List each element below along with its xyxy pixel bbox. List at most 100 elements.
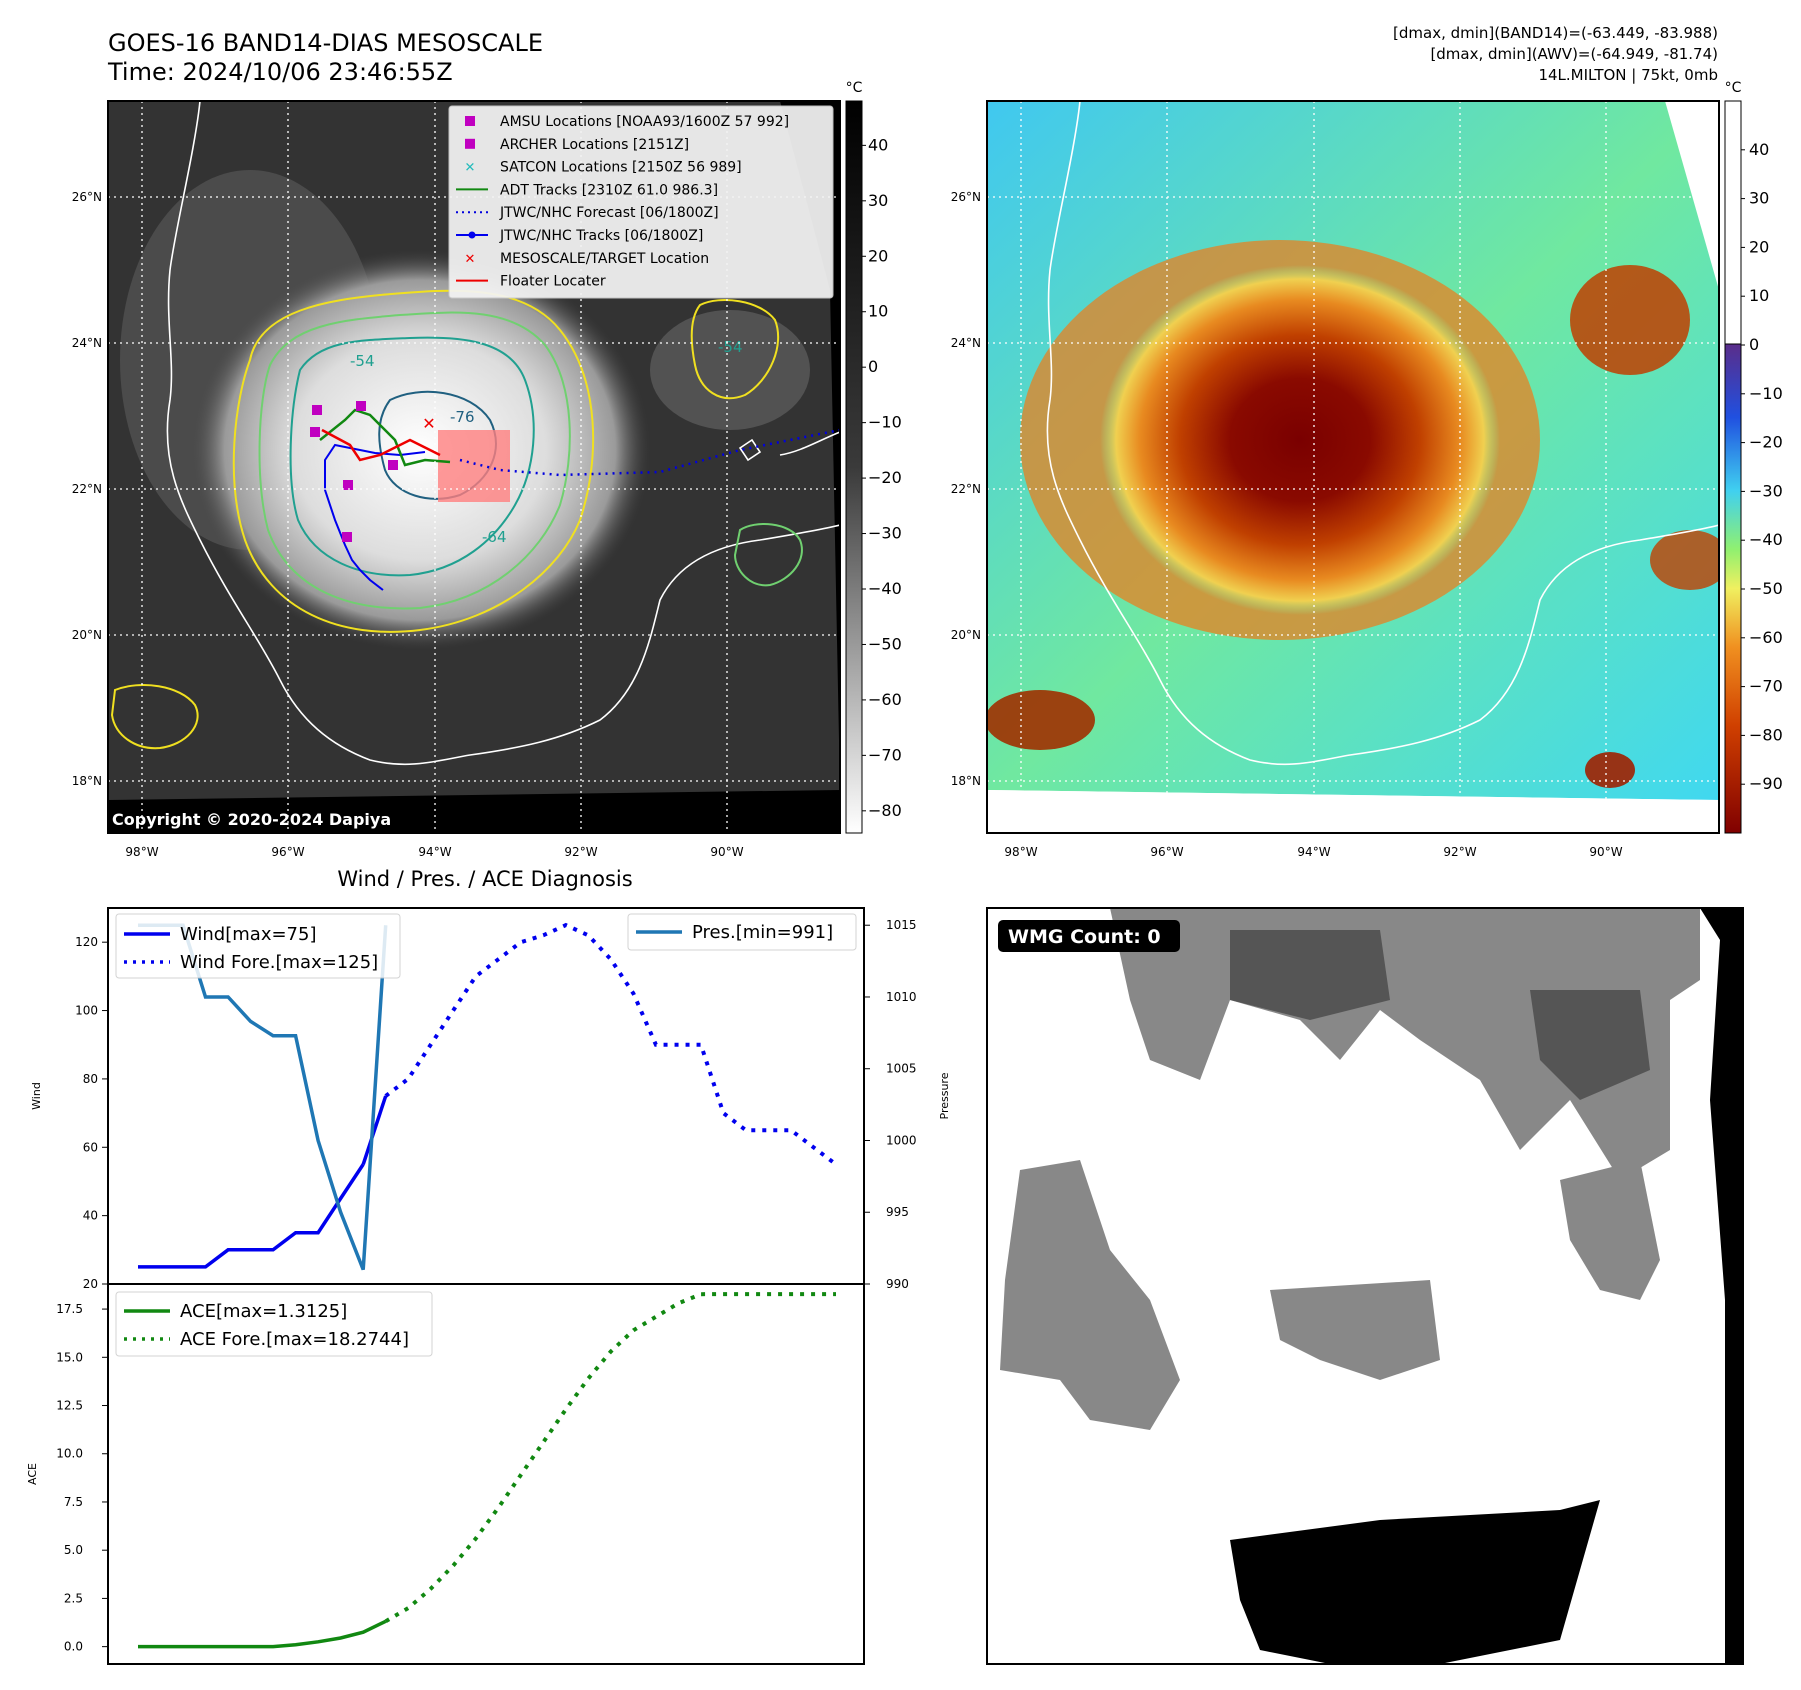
awv-lat-tick-24: 24°N: [951, 336, 981, 350]
awv-lon-tick-94: 94°W: [1297, 845, 1330, 859]
legend-label: JTWC/NHC Forecast [06/1800Z]: [499, 205, 719, 221]
ir-cb-tick-label: 40: [868, 135, 888, 154]
ace-legend-label-2: ACE Fore.[max=18.2744]: [180, 1329, 409, 1350]
legend-entry: ARCHER Locations [2151Z]: [465, 137, 689, 153]
wind-tick-label: 120: [75, 935, 98, 949]
ir-colorbar-unit: °C: [846, 80, 863, 96]
ir-observed-track: [324, 443, 426, 591]
target-marker: ✕: [422, 414, 435, 433]
wind-legend: Wind[max=75] Wind Fore.[max=125]: [115, 913, 401, 979]
amsu-marker-4: [342, 532, 352, 542]
ace-axis-label: ACE: [26, 1463, 39, 1485]
pressure-tick-label: 1010: [886, 990, 917, 1004]
wind-legend-label-2: Wind Fore.[max=125]: [180, 952, 378, 973]
ir-cb-tick-label: −20: [868, 468, 902, 487]
ir-colorbar: [845, 100, 863, 834]
ir-cb-tick-label: 30: [868, 191, 888, 210]
figure-time: Time: 2024/10/06 23:46:55Z: [107, 58, 453, 86]
ir-legend: AMSU Locations [NOAA93/1600Z 57 992] ARCH…: [448, 105, 834, 299]
awv-cb-tick-label: −20: [1749, 433, 1783, 452]
awv-cb-tick-label: −80: [1749, 725, 1783, 744]
pressure-tick-label: 995: [886, 1205, 909, 1219]
wmg-gray-east: [1560, 1160, 1660, 1300]
ace-legend-frame: [115, 1291, 433, 1357]
ace-tick-label: 15.0: [56, 1350, 83, 1364]
wind-axis-label: Wind: [30, 1082, 43, 1110]
awv-cb-tick-label: −60: [1749, 628, 1783, 647]
awv-lat-tick-22: 22°N: [951, 482, 981, 496]
awv-colorbar-lower: [1724, 343, 1742, 834]
awv-cb-tick-label: −70: [1749, 677, 1783, 696]
ace-legend-label-1: ACE[max=1.3125]: [180, 1301, 347, 1322]
awv-map-frame: [986, 100, 1720, 834]
ir-cloud-mass: [190, 250, 650, 650]
awv-coastline-gulf: [1046, 101, 1719, 766]
awv-blob-s: [1585, 752, 1635, 788]
figure-title: GOES-16 BAND14-DIAS MESOSCALE: [108, 29, 543, 57]
lat-tick-24: 24°N: [72, 336, 102, 350]
ir-cb-tick-label: −70: [868, 745, 902, 764]
awv-lon-tick-90: 90°W: [1589, 845, 1622, 859]
contour-yellow: [232, 289, 595, 633]
legend-x-marker: ✕: [465, 252, 476, 267]
pressure-legend: Pres.[min=991]: [627, 913, 857, 951]
awv-cb-tick-label: 10: [1749, 286, 1769, 305]
lat-tick-22: 22°N: [72, 482, 102, 496]
forecast-track: [459, 428, 840, 477]
floater-track: [321, 428, 441, 462]
awv-lon-tick-98: 98°W: [1004, 845, 1037, 859]
awv-cb-tick-label: 0: [1749, 335, 1759, 354]
awv-colorbar-ticks: 40 30 20 10 0 −10 −20 −30 −40 −50 −60 −70 −80 −90: [1741, 140, 1783, 793]
wind-forecast-line: [384, 922, 838, 1166]
wmg-count-label: WMG Count: 0: [1008, 926, 1161, 948]
legend-label: Floater Locater: [500, 274, 606, 290]
lon-tick-98: 98°W: [125, 845, 158, 859]
awv-gridlines: [987, 101, 1719, 833]
awv-cb-tick-label: 40: [1749, 140, 1769, 159]
ir-cb-tick-label: −30: [868, 524, 902, 543]
awv-lat-tick-26: 26°N: [951, 190, 981, 204]
info-awv: [dmax, dmin](AWV)=(-64.949, -81.74): [1430, 45, 1718, 63]
awv-lon-tick-92: 92°W: [1443, 845, 1476, 859]
contour-lightgreen: [258, 311, 571, 610]
awv-lon-tick-96: 96°W: [1150, 845, 1183, 859]
legend-label: ADT Tracks [2310Z 61.0 986.3]: [500, 182, 718, 198]
ace-tick-label: 5.0: [64, 1543, 83, 1557]
legend-x-marker: ✕: [465, 161, 476, 176]
awv-blob-e: [1650, 530, 1719, 590]
info-band14: [dmax, dmin](BAND14)=(-63.449, -83.988): [1393, 24, 1718, 42]
awv-swath-edge: [987, 790, 1719, 833]
floater-box: [438, 430, 510, 502]
amsu-marker-5: [356, 401, 366, 411]
legend-dot-marker: [468, 231, 476, 239]
lon-tick-96: 96°W: [271, 845, 304, 859]
ir-cb-tick-label: −10: [868, 413, 902, 432]
ir-lat-ticks: 26°N 24°N 22°N 20°N 18°N: [72, 190, 102, 788]
contour-blob-se: [733, 523, 803, 587]
legend-frame: [448, 105, 834, 299]
awv-map-panel: 98°W 96°W 94°W 92°W 90°W 26°N 24°N 22°N …: [951, 80, 1783, 859]
contour-teal: [289, 336, 535, 577]
ace-tick-label: 10.0: [56, 1447, 83, 1461]
wmg-dark-north: [1230, 930, 1390, 1020]
ace-legend: ACE[max=1.3125] ACE Fore.[max=18.2744]: [115, 1291, 433, 1357]
wind-series-line: [138, 1163, 365, 1269]
pressure-axis-label: Pressure: [938, 1072, 951, 1119]
ace-forecast-line: [384, 1292, 836, 1624]
pressure-tick-label: 1000: [886, 1133, 917, 1147]
coastline-cuba: [738, 431, 840, 462]
copyright: Copyright © 2020-2024 Dapiya: [112, 810, 391, 829]
wmg-frame: [986, 907, 1744, 1665]
awv-lat-tick-18: 18°N: [951, 774, 981, 788]
lon-tick-90: 90°W: [710, 845, 743, 859]
diagnosis-title: Wind / Pres. / ACE Diagnosis: [337, 867, 632, 891]
amsu-marker-3: [343, 480, 353, 490]
wind-tick-label: 40: [83, 1209, 98, 1223]
legend-entry: Floater Locater: [456, 274, 606, 290]
legend-square-marker: [465, 116, 475, 126]
ace-tick-label: 2.5: [64, 1591, 83, 1605]
contour-label-3: -64: [482, 528, 507, 546]
ir-cb-tick-label: 20: [868, 246, 888, 265]
pressure-tick-label: 1015: [886, 918, 917, 932]
contour-blob-ne: [690, 299, 780, 400]
